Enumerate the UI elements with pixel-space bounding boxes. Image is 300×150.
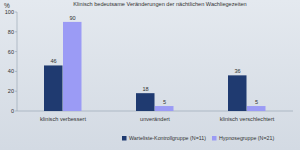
bar [63, 22, 82, 111]
legend: Warteliste-Kontrollgruppe (N=11) Hypnoseg… [122, 135, 274, 141]
y-tick-label: 100 [5, 9, 14, 15]
bar [247, 106, 266, 111]
y-tick [15, 12, 17, 13]
y-tick [15, 71, 17, 72]
y-tick-label: 80 [8, 29, 14, 35]
data-label: 18 [142, 86, 148, 92]
y-tick-label: 60 [8, 49, 14, 55]
bars [44, 22, 266, 111]
bar [228, 75, 247, 111]
y-tick [15, 91, 17, 92]
x-tick-label: unverändert [140, 116, 170, 122]
bar [155, 106, 174, 111]
data-label: 36 [234, 68, 240, 74]
y-axis [17, 12, 18, 111]
data-label: 90 [69, 15, 75, 21]
y-tick-label: 40 [8, 68, 14, 74]
legend-label: Warteliste-Kontrollgruppe (N=11) [129, 135, 206, 141]
x-tick-label: klinisch verschlechtert [220, 116, 275, 122]
y-axis-label: % [4, 2, 10, 9]
y-tick-label: 20 [8, 88, 14, 94]
x-tick-label: klinisch verbessert [40, 116, 86, 122]
legend-key [212, 136, 217, 141]
data-label: 5 [255, 99, 258, 105]
bar [136, 93, 155, 111]
y-tick [15, 51, 17, 52]
title: Klinisch bedeutsame Veränderungen der nä… [73, 1, 246, 7]
bar [44, 65, 63, 111]
data-label: 5 [163, 99, 166, 105]
legend-label: Hypnosegruppe (N=21) [219, 135, 274, 141]
y-tick [15, 111, 17, 112]
legend-key [122, 136, 127, 141]
y-tick [15, 31, 17, 32]
chart: Klinisch bedeutsame Veränderungen der nä… [0, 0, 300, 150]
data-label: 46 [50, 58, 56, 64]
y-tick-label: 0 [11, 108, 14, 114]
plot-area [17, 12, 293, 111]
